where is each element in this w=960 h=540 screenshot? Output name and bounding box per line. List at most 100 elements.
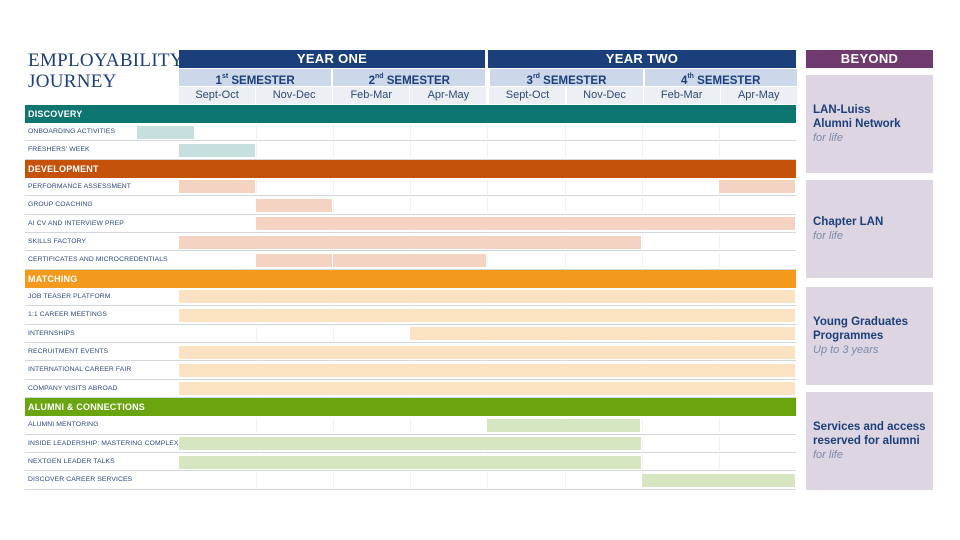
beyond-card-2: Chapter LAN for life — [806, 180, 933, 278]
row-divider — [25, 159, 796, 160]
activity-label: INTERNATIONAL CAREER FAIR — [28, 366, 132, 374]
column-divider — [410, 473, 411, 488]
row-divider — [25, 489, 796, 490]
page-title: EMPLOYABILITY JOURNEY — [28, 50, 184, 92]
semester-header-2: 2nd SEMESTER — [333, 69, 486, 87]
period-header: Feb-Mar — [643, 87, 720, 104]
beyond-card-subtitle: for life — [813, 229, 843, 242]
semester-ordinal: nd — [374, 73, 384, 80]
column-divider — [642, 418, 643, 433]
section-header-development: DEVELOPMENT — [25, 159, 796, 178]
column-divider — [333, 473, 334, 488]
semester-number: 1 — [215, 74, 222, 87]
column-divider — [256, 179, 257, 194]
column-divider — [410, 198, 411, 213]
period-header: Nov-Dec — [256, 87, 333, 104]
beyond-card-subtitle: for life — [813, 131, 843, 144]
column-divider — [410, 143, 411, 158]
semester-ordinal: th — [687, 73, 694, 80]
timeline-bar — [179, 363, 795, 377]
activity-label: NEXTGEN LEADER TALKS — [28, 458, 115, 465]
column-divider — [719, 455, 720, 469]
period-header: Feb-Mar — [333, 87, 410, 104]
row-divider — [25, 269, 796, 270]
activity-label: SKILLS FACTORY — [28, 238, 87, 245]
timeline-bar — [179, 290, 795, 304]
column-divider — [565, 473, 566, 488]
beyond-card-title-line: Programmes — [813, 329, 884, 342]
timeline-bar — [179, 382, 795, 396]
timeline-bar — [179, 235, 641, 249]
timeline-bar — [333, 253, 486, 267]
title-line-2: JOURNEY — [28, 71, 117, 92]
column-divider — [642, 179, 643, 194]
beyond-card-title: Young Graduates Programmes — [813, 315, 933, 343]
column-divider — [642, 143, 643, 158]
period-header: Sept-Oct — [179, 87, 256, 104]
activity-label: FRESHERS' WEEK — [28, 146, 90, 154]
column-divider — [333, 418, 334, 433]
column-divider — [642, 235, 643, 249]
semester-number: 2 — [368, 74, 375, 87]
activity-label: DISCOVER CAREER SERVICES — [28, 476, 133, 484]
column-divider — [256, 125, 257, 139]
activity-label: PERFORMANCE ASSESSMENT — [28, 182, 132, 190]
column-divider — [333, 143, 334, 158]
activity-label: CERTIFICATES AND MICROCREDENTIALS — [28, 256, 168, 264]
beyond-card-title-line: Services and access — [813, 420, 926, 433]
row-divider — [25, 360, 796, 361]
semester-ordinal: st — [221, 73, 229, 80]
row-divider — [25, 232, 796, 233]
timeline-bar — [719, 180, 795, 194]
column-divider — [565, 198, 566, 213]
column-divider — [333, 125, 334, 139]
timeline-bar — [179, 180, 255, 194]
column-divider — [487, 143, 488, 158]
activity-label: COMPANY VISITS ABROAD — [28, 384, 118, 392]
beyond-card-title: Chapter LAN — [813, 215, 933, 229]
row-divider — [25, 214, 796, 215]
column-divider — [256, 473, 257, 488]
year-two-header: YEAR TWO — [488, 50, 796, 68]
timeline-bar — [179, 143, 255, 157]
column-divider — [642, 198, 643, 213]
column-divider — [410, 418, 411, 433]
timeline-bar — [487, 418, 640, 432]
activity-label: GROUP COACHING — [28, 201, 93, 209]
activity-label: 1:1 CAREER MEETINGS — [28, 311, 107, 319]
semester-label: SEMESTER — [539, 74, 607, 87]
timeline-bar — [256, 217, 795, 231]
row-divider — [25, 397, 796, 398]
period-header: Sept-Oct — [489, 87, 566, 104]
column-divider — [410, 125, 411, 139]
timeline-bar — [179, 345, 795, 359]
column-divider — [565, 125, 566, 139]
row-divider — [25, 434, 796, 435]
column-divider — [487, 179, 488, 194]
row-divider — [25, 195, 796, 196]
period-header: Apr-May — [720, 87, 797, 104]
semester-number: 4 — [680, 74, 688, 87]
column-divider — [565, 253, 566, 268]
row-divider — [25, 305, 796, 306]
row-divider — [25, 379, 796, 380]
row-divider — [25, 140, 796, 141]
column-divider — [719, 235, 720, 249]
column-divider — [487, 473, 488, 488]
column-divider — [487, 125, 488, 139]
semester-label: SEMESTER — [693, 74, 761, 87]
beyond-card-title-line: LAN-Luiss — [813, 103, 871, 116]
timeline-bar — [179, 437, 641, 451]
column-divider — [719, 253, 720, 268]
column-divider — [256, 418, 257, 433]
timeline-bar — [179, 455, 641, 469]
column-divider — [487, 198, 488, 213]
column-divider — [719, 125, 720, 139]
timeline-bar — [410, 327, 795, 341]
beyond-card-title-line: Chapter LAN — [813, 215, 884, 228]
timeline-bar — [137, 125, 194, 139]
activity-label: INTERNSHIPS — [28, 329, 75, 337]
column-divider — [256, 143, 257, 158]
beyond-card-subtitle: Up to 3 years — [813, 343, 879, 356]
column-divider — [719, 436, 720, 451]
